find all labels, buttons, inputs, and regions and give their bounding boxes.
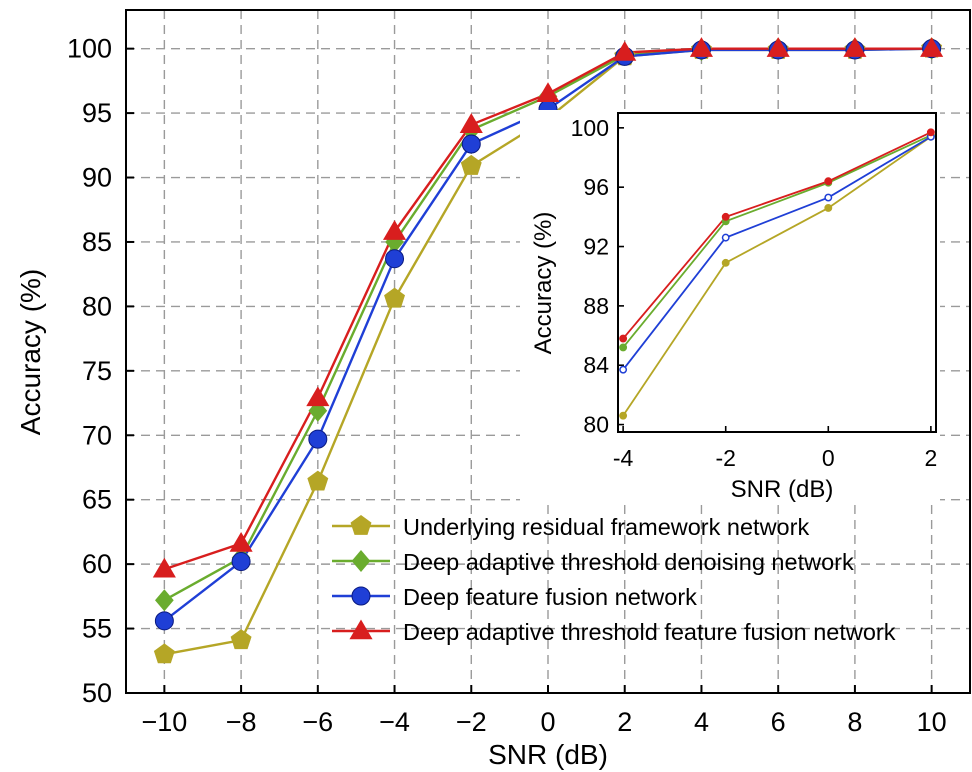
inset-x-axis-title: SNR (dB): [731, 476, 834, 503]
y-tick-label: 70: [82, 420, 112, 450]
inset-data-point-s3: [926, 128, 935, 137]
x-tick-label: −8: [226, 707, 257, 737]
data-point-s2: [308, 429, 328, 449]
y-tick-label: 90: [82, 163, 112, 193]
inset-y-tick-label: 96: [583, 174, 609, 200]
inset-series-line-2: [622, 135, 932, 371]
data-point-s3: [843, 37, 867, 57]
inset-data-point-s0: [721, 258, 730, 267]
data-point-s3: [229, 531, 253, 552]
x-tick-label: 2: [617, 707, 632, 737]
data-point-s2: [461, 134, 481, 154]
data-point-s3: [766, 37, 790, 57]
y-tick-label: 55: [82, 614, 112, 644]
inset-y-tick-label: 84: [583, 352, 609, 378]
y-tick-label: 80: [82, 291, 112, 321]
inset-x-tick-label: 0: [822, 445, 835, 471]
x-tick-label: 0: [540, 707, 555, 737]
data-point-s2: [231, 552, 251, 572]
legend-marker-1: [351, 550, 371, 572]
y-tick-label: 85: [82, 227, 112, 257]
inset-frame: [617, 112, 937, 433]
inset-y-tick-label: 92: [583, 234, 609, 260]
data-point-s0: [307, 470, 329, 491]
inset-series-line-1: [622, 134, 932, 348]
inset-data-point-s2: [824, 193, 833, 202]
x-tick-label: 8: [847, 707, 862, 737]
inset-data-point-s2: [619, 365, 628, 374]
inset-data-point-s3: [721, 212, 730, 221]
data-point-s2: [385, 249, 405, 269]
inset-y-tick-label: 100: [571, 115, 609, 141]
inset-y-tick-label: 80: [583, 412, 609, 438]
inset-data-point-s3: [824, 177, 833, 186]
legend-marker-0: [350, 515, 372, 535]
inset-x-tick-label: -4: [613, 445, 634, 471]
legend-label-0: Underlying residual framework network: [403, 514, 809, 540]
inset-series-line-3: [622, 131, 932, 340]
x-tick-label: −2: [456, 707, 487, 737]
legend-label-3: Deep adaptive threshold feature fusion n…: [403, 619, 896, 645]
y-tick-label: 60: [82, 549, 112, 579]
x-tick-label: −6: [302, 707, 333, 737]
inset-y-axis-title: Accuracy (%): [530, 212, 557, 355]
data-point-s3: [306, 386, 330, 407]
data-point-s0: [230, 629, 252, 650]
x-tick-label: 4: [694, 707, 709, 737]
data-point-s2: [154, 611, 174, 631]
x-axis-title: SNR (dB): [488, 739, 608, 770]
legend-label-2: Deep feature fusion network: [403, 584, 697, 610]
legend-marker-3: [349, 619, 373, 640]
legend-marker-2: [351, 586, 371, 606]
inset-background: [520, 110, 940, 505]
inset-data-point-s1: [619, 343, 628, 352]
data-point-s3: [459, 113, 483, 133]
inset-data-point-s2: [721, 233, 730, 242]
y-tick-label: 65: [82, 485, 112, 515]
y-tick-label: 50: [82, 678, 112, 708]
inset-x-tick-label: 2: [924, 445, 937, 471]
data-point-s0: [384, 287, 406, 308]
inset-data-point-s0: [619, 411, 628, 420]
x-tick-label: −10: [141, 707, 187, 737]
inset-data-point-s0: [824, 204, 833, 212]
y-tick-label: 95: [82, 98, 112, 128]
data-point-s3: [613, 40, 637, 61]
data-point-s3: [689, 37, 714, 57]
x-tick-label: 6: [771, 707, 786, 737]
y-tick-label: 100: [67, 34, 112, 64]
legend-label-1: Deep adaptive threshold denoising networ…: [403, 549, 854, 575]
x-tick-label: −4: [379, 707, 410, 737]
inset-data-point-s3: [619, 334, 628, 343]
data-point-s1: [155, 589, 174, 612]
data-point-s3: [152, 557, 176, 578]
data-point-s3: [382, 220, 407, 240]
inset-series-line-0: [622, 136, 932, 417]
data-point-s3: [920, 37, 944, 57]
data-point-s0: [460, 154, 482, 175]
y-tick-label: 75: [82, 356, 112, 386]
inset-x-tick-label: -2: [715, 445, 735, 471]
x-tick-label: 10: [917, 707, 947, 737]
data-point-s0: [153, 643, 175, 664]
data-point-s3: [536, 82, 560, 103]
inset-y-tick-label: 88: [583, 293, 609, 319]
y-axis-title: Accuracy (%): [15, 269, 46, 435]
